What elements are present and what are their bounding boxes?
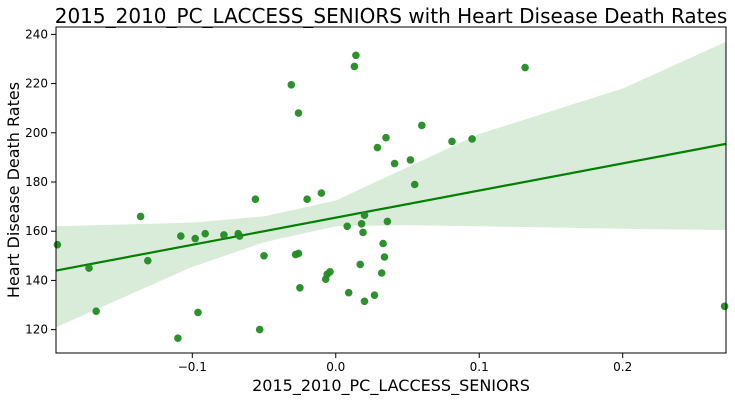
data-point (191, 234, 199, 243)
data-point (357, 220, 366, 228)
plot-frame (55, 26, 727, 354)
data-point (194, 308, 202, 317)
y-axis: 120 140 160 180 200 220 240 (25, 27, 56, 337)
data-point (720, 302, 729, 311)
y-tick-label: 240 (25, 27, 48, 41)
data-point (255, 325, 264, 334)
x-tick-label: 0.2 (613, 360, 632, 374)
regression-line (55, 142, 727, 272)
x-tick-label: 0.0 (326, 360, 345, 374)
data-point (344, 288, 353, 297)
data-point (174, 334, 182, 343)
chart-title: 2015_2010_PC_LACCESS_SENIORS with Heart … (55, 4, 728, 28)
data-point (377, 269, 386, 277)
data-point (390, 159, 399, 168)
data-point (468, 135, 476, 143)
data-point (260, 252, 268, 260)
data-point (92, 307, 100, 316)
data-point (144, 256, 152, 265)
data-point (448, 137, 456, 146)
data-point (53, 240, 62, 249)
data-point (360, 297, 369, 306)
x-tick-label: 0.1 (470, 360, 489, 374)
data-point (294, 109, 303, 117)
data-point (418, 121, 426, 130)
data-point (360, 211, 369, 219)
y-axis-label: Heart Disease Death Rates (4, 82, 23, 298)
y-tick-label: 180 (25, 175, 48, 189)
x-tick-label: −0.1 (178, 360, 207, 374)
data-point (201, 229, 209, 238)
y-tick-label: 160 (25, 224, 48, 238)
data-point (350, 62, 359, 71)
data-point (382, 133, 390, 142)
data-point (177, 232, 185, 240)
data-point (356, 260, 365, 269)
data-point (359, 228, 367, 237)
x-axis-label: 2015_2010_PC_LACCESS_SENIORS (252, 376, 530, 396)
plot-area (53, 26, 729, 354)
data-point (294, 249, 303, 258)
data-point (287, 81, 296, 89)
data-point (380, 253, 389, 261)
data-point (352, 51, 360, 60)
data-point (343, 222, 352, 231)
data-point (521, 63, 529, 72)
data-point (379, 239, 387, 248)
y-tick-label: 220 (25, 77, 48, 91)
data-point (296, 284, 304, 292)
y-tick-label: 120 (25, 323, 48, 337)
data-point (370, 291, 379, 300)
data-point (373, 143, 382, 152)
data-point (136, 212, 145, 221)
data-point (251, 195, 260, 203)
data-point (410, 180, 419, 189)
y-tick-label: 200 (25, 126, 48, 140)
data-point (303, 195, 311, 203)
y-tick-label: 140 (25, 273, 48, 287)
data-point (317, 189, 326, 197)
x-axis: −0.1 0.0 0.1 0.2 (178, 353, 632, 374)
data-point (85, 264, 93, 272)
data-point (220, 231, 228, 239)
data-point (326, 268, 334, 276)
data-point (235, 232, 244, 240)
confidence-band (56, 41, 726, 328)
data-point (383, 217, 392, 226)
data-point (406, 156, 415, 164)
